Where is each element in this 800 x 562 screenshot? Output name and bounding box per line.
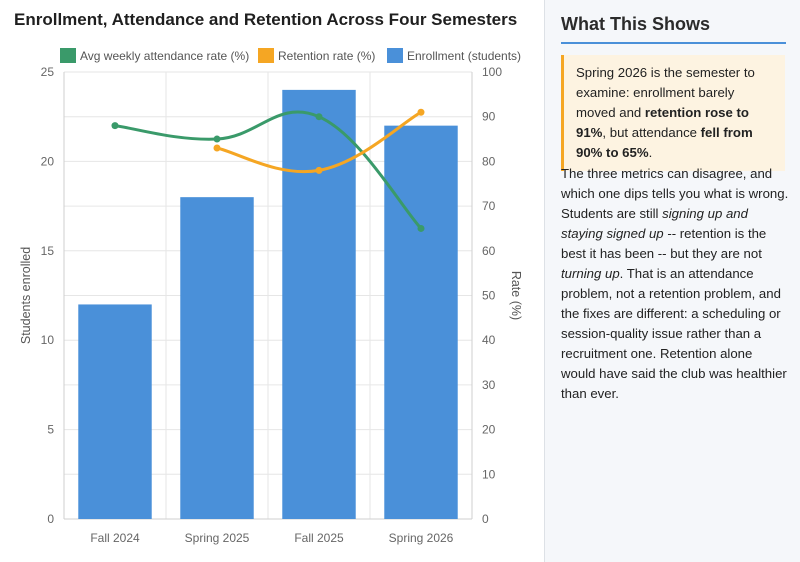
y2-tick-label: 0 [482,512,489,526]
chart-svg: 0 5 10 15 20 25 0 10 20 30 40 50 60 70 80 90 100 Fall 202… [19,48,523,545]
y2-tick-label: 30 [482,378,496,392]
point-attendance [213,135,221,143]
x-tick-label: Fall 2025 [294,531,344,545]
bar-enrollment [78,304,152,519]
legend-label-retention: Retention rate (%) [278,49,375,63]
y-tick-label: 0 [47,512,54,526]
y-tick-label: 15 [41,244,55,258]
callout-segment: , but attendance [602,125,701,140]
point-attendance [111,122,119,130]
y-axis-title: Students enrolled [19,247,33,344]
y2-axis-title: Rate (%) [509,271,523,320]
legend-label-enrollment: Enrollment (students) [407,49,521,63]
explanation-body: The three metrics can disagree, and whic… [561,164,789,404]
x-tick-label: Spring 2026 [389,531,454,545]
line-attendance [114,110,423,230]
chart-panel: 0 5 10 15 20 25 0 10 20 30 40 50 60 70 80 90 100 Fall 202… [14,10,523,545]
body-segment: . That is an attendance problem, not a r… [561,266,787,401]
callout-segment: fell from 90% to 65% [576,125,753,160]
y-tick-label: 25 [41,65,55,79]
x-tick-label: Fall 2024 [90,531,140,545]
y-tick-label: 5 [47,423,54,437]
legend-swatch-enrollment [387,48,403,63]
chart-title: Enrollment, Attendance and Retention Acr… [14,10,518,29]
y-tick-label: 20 [41,154,55,168]
point-retention [417,108,425,116]
y2-tick-label: 20 [482,423,496,437]
y2-tick-label: 40 [482,333,496,347]
explanation-panel: What This Shows Spring 2026 is the semes… [544,0,800,562]
bar-enrollment [282,89,356,519]
explanation-heading: What This Shows [561,14,711,34]
y2-tick-label: 70 [482,199,496,213]
y2-tick-label: 60 [482,244,496,258]
point-attendance [417,224,425,232]
heading-underline [561,42,786,44]
y2-tick-label: 100 [482,65,502,79]
bar-enrollment [384,125,458,519]
point-retention [315,166,323,174]
legend-swatch-retention [258,48,274,63]
body-segment: signing up and staying signed up [561,206,748,241]
legend-swatch-attendance [60,48,76,63]
point-attendance [315,113,323,121]
y-tick-label: 10 [41,333,55,347]
y2-tick-label: 10 [482,467,496,481]
body-segment: turning up [561,266,620,281]
callout-segment: . [648,145,653,160]
bar-enrollment [180,197,254,519]
legend-label-attendance: Avg weekly attendance rate (%) [80,49,249,63]
y2-tick-label: 50 [482,289,496,303]
y2-tick-label: 90 [482,110,496,124]
x-tick-label: Spring 2025 [185,531,250,545]
body-segment: -- retention is the best it has been -- … [561,226,767,261]
callout-segment: retention rose to 91% [576,105,749,140]
y2-tick-label: 80 [482,154,496,168]
callout-segment: Spring 2026 is the semester to examine: … [576,65,755,120]
point-retention [213,144,221,152]
callout-box: Spring 2026 is the semester to examine: … [561,55,785,171]
body-segment: The three metrics can disagree, and whic… [561,166,789,221]
